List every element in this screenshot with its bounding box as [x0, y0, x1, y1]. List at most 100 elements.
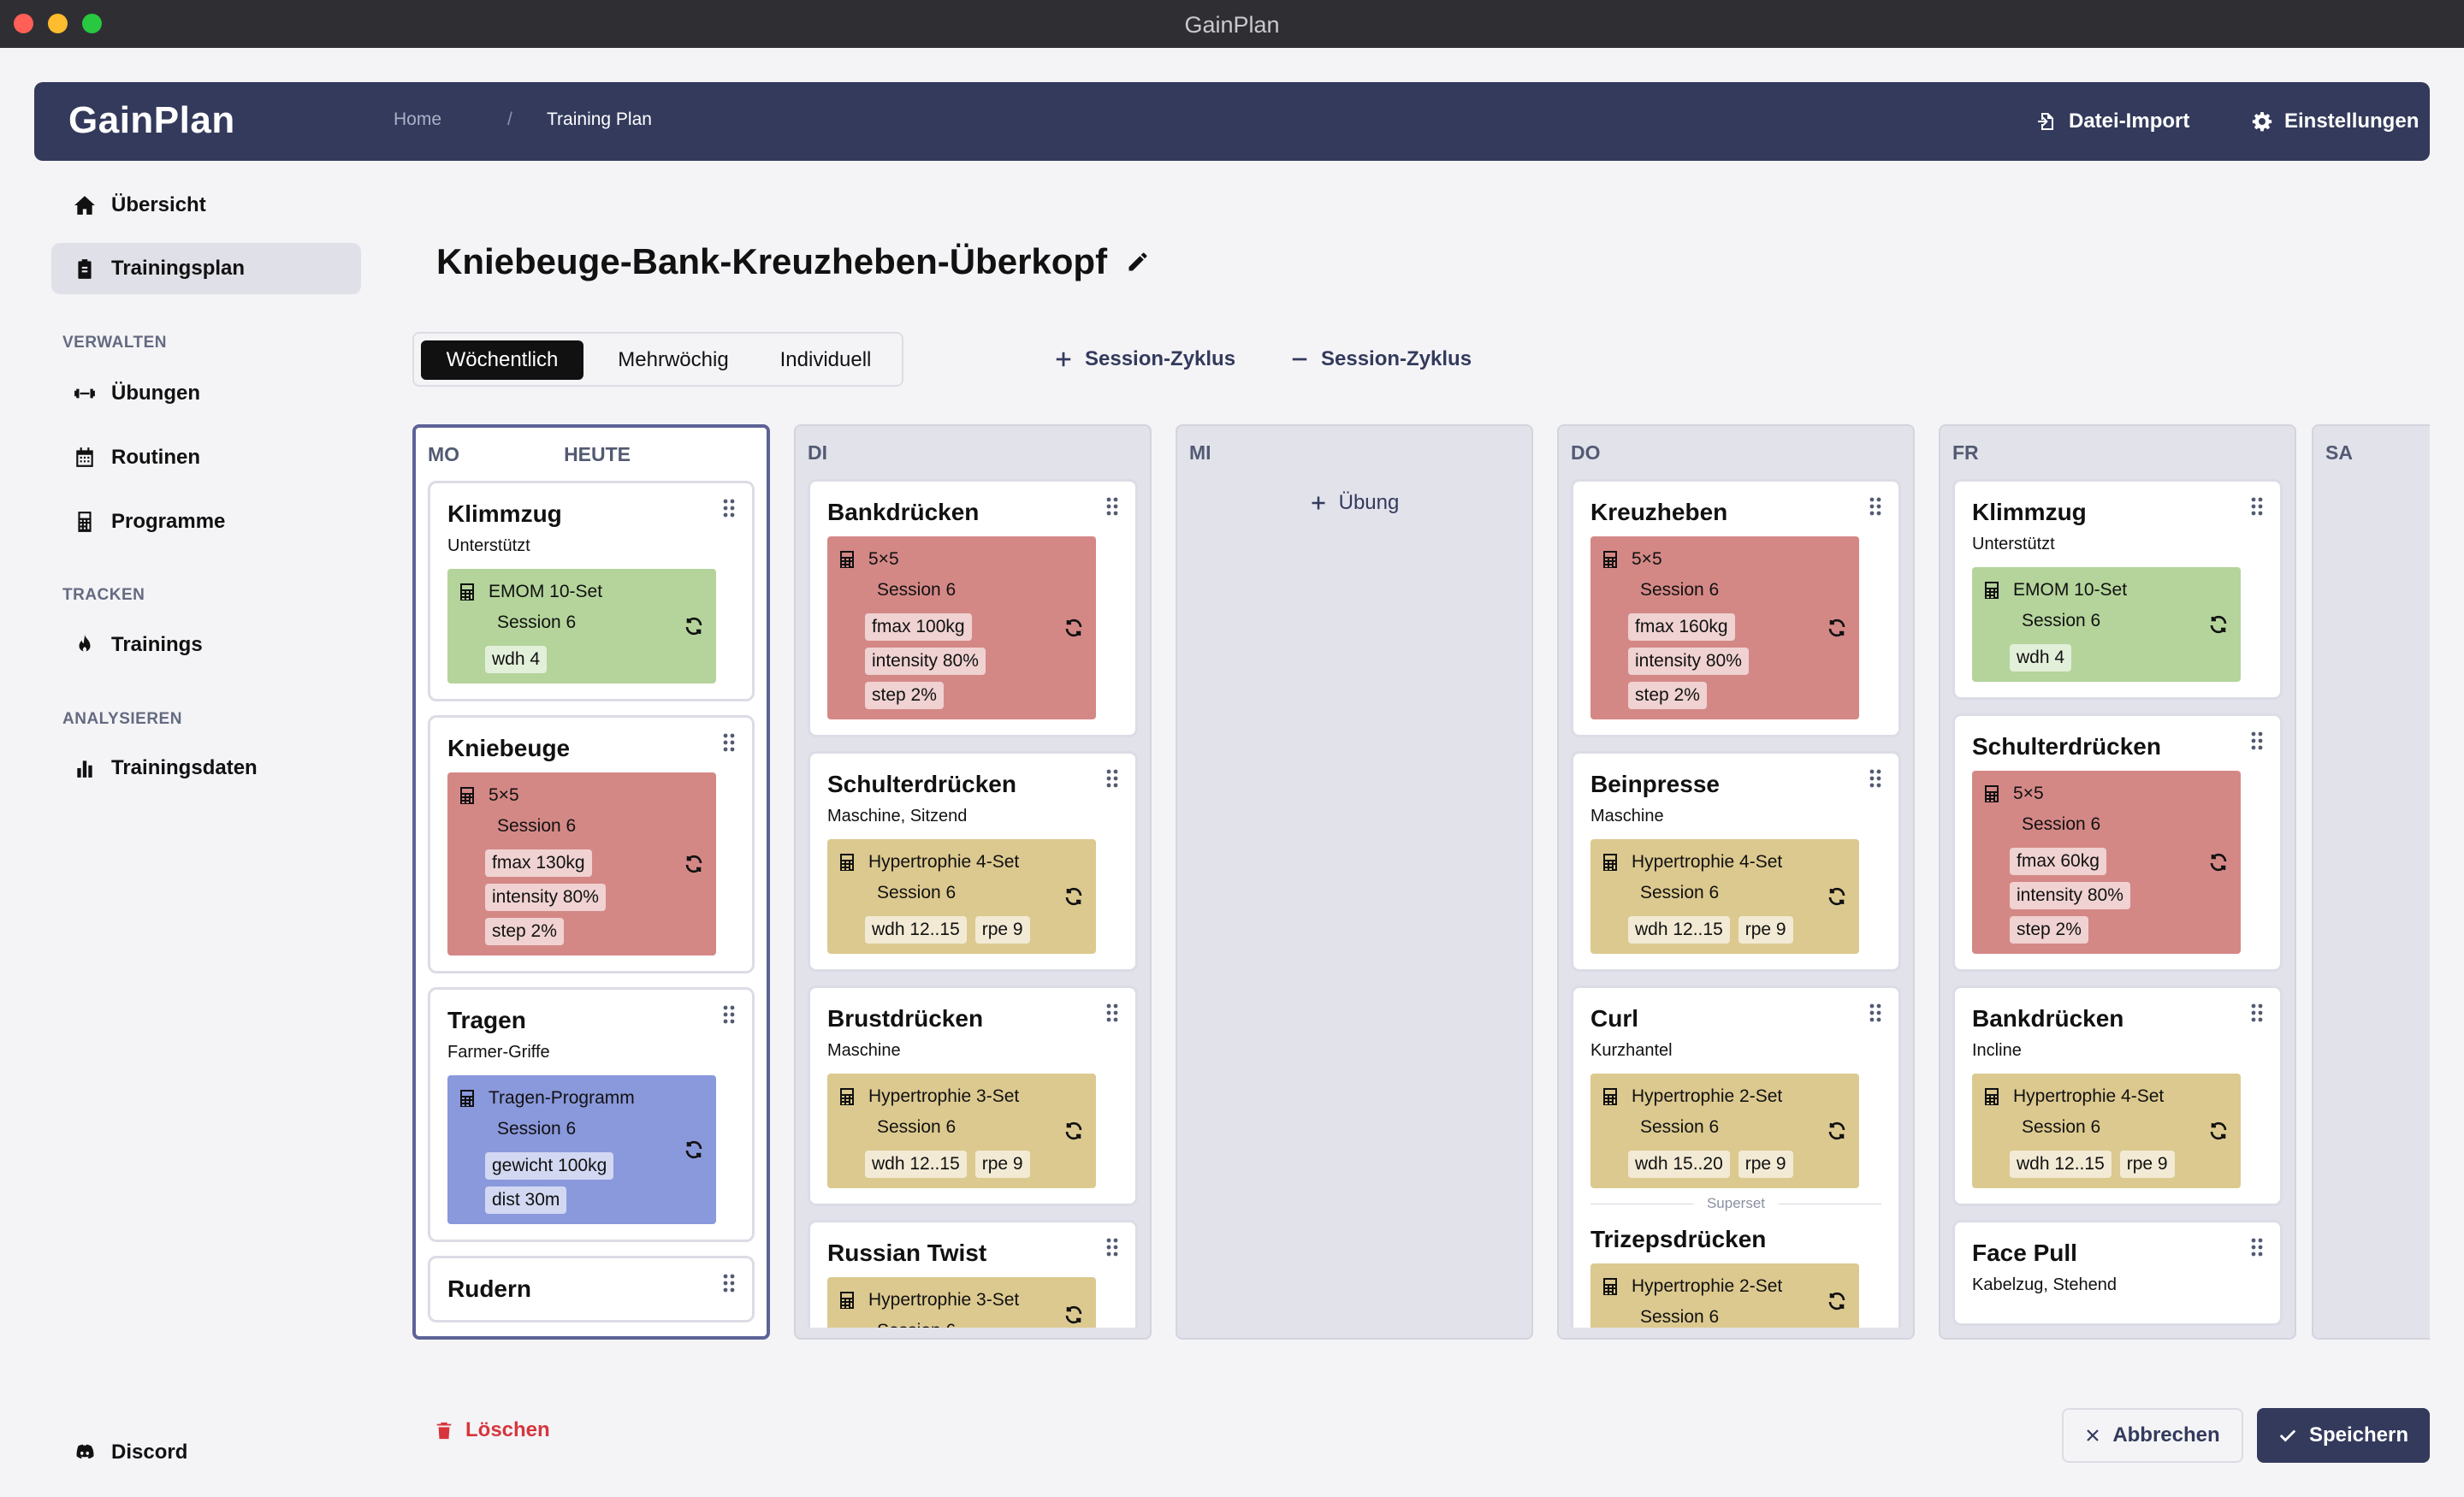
drag-handle-icon[interactable]: [2249, 1003, 2265, 1022]
program-block[interactable]: Hypertrophie 3-Set Session 6 wdh 12..15 rpe…: [827, 1074, 1096, 1188]
refresh-icon[interactable]: [684, 616, 704, 636]
refresh-icon[interactable]: [1827, 618, 1847, 638]
day-column-thursday[interactable]: DO Kreuzheben 5×5 Session 6 fmax 160kg intens…: [1557, 424, 1915, 1340]
exercise-card[interactable]: Rudern: [428, 1256, 755, 1322]
program-name: Hypertrophie 4-Set: [1632, 852, 1783, 872]
refresh-icon[interactable]: [1063, 1305, 1084, 1325]
pencil-icon[interactable]: [1126, 250, 1150, 274]
program-name: Hypertrophie 3-Set: [868, 1290, 1020, 1310]
program-block[interactable]: EMOM 10-Set Session 6 wdh 4: [1972, 567, 2241, 682]
sidebar-item-exercises[interactable]: Übungen: [51, 368, 361, 419]
exercise-variant: Incline: [1972, 1041, 2022, 1060]
exercise-card[interactable]: Schulterdrücken 5×5 Session 6 fmax 60kg inte…: [1952, 713, 2283, 972]
parameter-tag: wdh 4: [485, 646, 548, 673]
program-block[interactable]: Hypertrophie 4-Set Session 6 wdh 12..15 rpe…: [827, 839, 1096, 954]
close-window-button[interactable]: [14, 14, 33, 33]
drag-handle-icon[interactable]: [1868, 769, 1883, 788]
sidebar-item-discord[interactable]: Discord: [51, 1427, 361, 1478]
tab-weekly[interactable]: Wöchentlich: [421, 340, 583, 380]
drag-handle-icon[interactable]: [721, 1005, 737, 1024]
refresh-icon[interactable]: [684, 854, 704, 874]
drag-handle-icon[interactable]: [1868, 1003, 1883, 1022]
exercise-card[interactable]: Russian Twist Hypertrophie 3-Set Session 6: [808, 1220, 1138, 1328]
sidebar-item-programs[interactable]: Programme: [51, 496, 361, 547]
tab-multi-week[interactable]: Mehrwöchig: [618, 348, 729, 371]
app-logo[interactable]: GainPlan: [68, 99, 235, 141]
breadcrumb-home[interactable]: Home: [394, 109, 442, 129]
drag-handle-icon[interactable]: [1105, 497, 1120, 516]
add-session-cycle-button[interactable]: Session-Zyklus: [1054, 342, 1235, 376]
drag-handle-icon[interactable]: [2249, 731, 2265, 750]
day-column-saturday[interactable]: SA: [2312, 424, 2430, 1340]
delete-button[interactable]: Löschen: [435, 1418, 550, 1442]
sidebar-item-label: Trainings: [111, 633, 203, 656]
file-import-button[interactable]: Datei-Import: [2036, 104, 2189, 139]
save-button[interactable]: Speichern: [2257, 1408, 2430, 1463]
parameter-tag: intensity 80%: [485, 884, 606, 911]
drag-handle-icon[interactable]: [2249, 497, 2265, 516]
drag-handle-icon[interactable]: [721, 1274, 737, 1293]
exercise-card[interactable]: Tragen Farmer-Griffe Tragen-Programm Sessio…: [428, 987, 755, 1242]
exercise-card[interactable]: Face Pull Kabelzug, Stehend: [1952, 1220, 2283, 1326]
drag-handle-icon[interactable]: [2249, 1238, 2265, 1257]
program-block[interactable]: EMOM 10-Set Session 6 wdh 4: [447, 569, 716, 683]
program-name: 5×5: [489, 785, 519, 805]
parameter-tag: wdh 15..20: [1628, 1151, 1730, 1178]
day-column-friday[interactable]: FR Klimmzug Unterstützt EMOM 10-Set Session …: [1939, 424, 2296, 1340]
exercise-card[interactable]: Kreuzheben 5×5 Session 6 fmax 160kg intensit…: [1571, 479, 1901, 737]
program-block[interactable]: Hypertrophie 2-Set Session 6: [1590, 1263, 1859, 1328]
sidebar-item-training-plan[interactable]: Trainingsplan: [51, 243, 361, 294]
day-column-monday[interactable]: MO HEUTE Klimmzug Unterstützt EMOM 10-Set Ses…: [412, 424, 770, 1340]
refresh-icon[interactable]: [2208, 852, 2229, 873]
refresh-icon[interactable]: [1063, 1121, 1084, 1141]
refresh-icon[interactable]: [1827, 1121, 1847, 1141]
refresh-icon[interactable]: [1063, 886, 1084, 907]
refresh-icon[interactable]: [2208, 614, 2229, 635]
program-block[interactable]: 5×5 Session 6 fmax 160kg intensity 80% step …: [1590, 536, 1859, 719]
sidebar-item-training-data[interactable]: Trainingsdaten: [51, 743, 361, 794]
zoom-window-button[interactable]: [82, 14, 102, 33]
refresh-icon[interactable]: [684, 1139, 704, 1160]
exercise-card[interactable]: Bankdrücken Incline Hypertrophie 4-Set Sess…: [1952, 985, 2283, 1206]
sidebar-item-trainings[interactable]: Trainings: [51, 619, 361, 671]
exercise-card[interactable]: Curl Kurzhantel Hypertrophie 2-Set Session …: [1571, 985, 1901, 1328]
program-block[interactable]: Hypertrophie 3-Set Session 6: [827, 1277, 1096, 1328]
remove-session-cycle-button[interactable]: Session-Zyklus: [1290, 342, 1472, 376]
day-column-tuesday[interactable]: DI Bankdrücken 5×5 Session 6 fmax 100kg inten…: [794, 424, 1152, 1340]
minimize-window-button[interactable]: [48, 14, 68, 33]
program-block[interactable]: Hypertrophie 4-Set Session 6 wdh 12..15 rpe…: [1590, 839, 1859, 954]
settings-button[interactable]: Einstellungen: [2252, 104, 2419, 139]
program-block[interactable]: 5×5 Session 6 fmax 130kg intensity 80% step …: [447, 772, 716, 956]
drag-handle-icon[interactable]: [1105, 1238, 1120, 1257]
exercise-card[interactable]: Beinpresse Maschine Hypertrophie 4-Set Sess…: [1571, 751, 1901, 972]
program-block[interactable]: Tragen-Programm Session 6 gewicht 100kg dis…: [447, 1075, 716, 1224]
refresh-icon[interactable]: [1827, 1291, 1847, 1311]
drag-handle-icon[interactable]: [721, 499, 737, 518]
drag-handle-icon[interactable]: [1105, 769, 1120, 788]
calculator-icon: [1603, 1088, 1617, 1105]
exercise-card[interactable]: Klimmzug Unterstützt EMOM 10-Set Session 6 w…: [1952, 479, 2283, 700]
exercise-variant: Unterstützt: [1972, 535, 2055, 553]
sidebar-item-overview[interactable]: Übersicht: [51, 180, 361, 231]
program-session: Session 6: [2022, 1117, 2101, 1137]
refresh-icon[interactable]: [1827, 886, 1847, 907]
program-block[interactable]: 5×5 Session 6 fmax 100kg intensity 80% step …: [827, 536, 1096, 719]
refresh-icon[interactable]: [1063, 618, 1084, 638]
exercise-card[interactable]: Brustdrücken Maschine Hypertrophie 3-Set Se…: [808, 985, 1138, 1206]
tab-custom[interactable]: Individuell: [779, 348, 872, 371]
exercise-card[interactable]: Schulterdrücken Maschine, Sitzend Hypertro…: [808, 751, 1138, 972]
drag-handle-icon[interactable]: [1105, 1003, 1120, 1022]
drag-handle-icon[interactable]: [721, 733, 737, 752]
exercise-card[interactable]: Kniebeuge 5×5 Session 6 fmax 130kg intensity…: [428, 715, 755, 973]
program-block[interactable]: 5×5 Session 6 fmax 60kg intensity 80% step 2…: [1972, 771, 2241, 954]
add-exercise-button[interactable]: Übung: [1189, 491, 1519, 515]
cancel-button[interactable]: Abbrechen: [2062, 1408, 2243, 1463]
refresh-icon[interactable]: [2208, 1121, 2229, 1141]
exercise-card[interactable]: Klimmzug Unterstützt EMOM 10-Set Session 6 w…: [428, 481, 755, 701]
drag-handle-icon[interactable]: [1868, 497, 1883, 516]
exercise-card[interactable]: Bankdrücken 5×5 Session 6 fmax 100kg intensi…: [808, 479, 1138, 737]
program-block[interactable]: Hypertrophie 4-Set Session 6 wdh 12..15 rpe…: [1972, 1074, 2241, 1188]
day-column-wednesday[interactable]: MI Übung: [1176, 424, 1533, 1340]
sidebar-item-routines[interactable]: Routinen: [51, 432, 361, 483]
program-block[interactable]: Hypertrophie 2-Set Session 6 wdh 15..20 rpe…: [1590, 1074, 1859, 1188]
